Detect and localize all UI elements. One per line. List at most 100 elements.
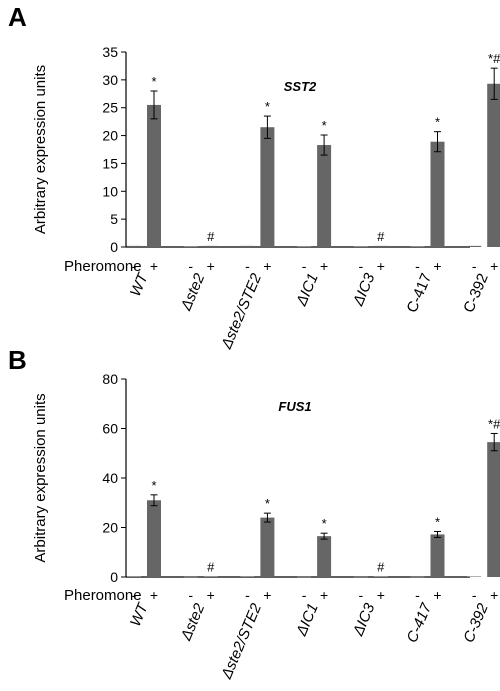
significance-annotation: *# bbox=[488, 416, 500, 431]
pheromone-minus-label: - bbox=[245, 258, 250, 274]
pheromone-minus-label: - bbox=[415, 587, 420, 603]
y-tick-label: 15 bbox=[102, 155, 118, 171]
bar-minus bbox=[353, 576, 368, 578]
pheromone-minus-label: - bbox=[302, 587, 307, 603]
bar-plus bbox=[317, 536, 332, 577]
significance-annotation: * bbox=[435, 514, 440, 529]
gene-label: SST2 bbox=[284, 79, 317, 94]
pheromone-plus-label: + bbox=[490, 258, 498, 274]
y-tick-label: 60 bbox=[102, 421, 118, 437]
pheromone-minus-label: - bbox=[188, 258, 193, 274]
bar-minus bbox=[183, 246, 198, 247]
bar-minus bbox=[240, 245, 255, 247]
significance-annotation: * bbox=[265, 496, 270, 511]
pheromone-plus-label: + bbox=[207, 258, 215, 274]
significance-annotation: * bbox=[322, 516, 327, 531]
pheromone-plus-label: + bbox=[377, 258, 385, 274]
chart-panel-b: B 0 20 40 60 80 Arbitrary expression units FUS1… bbox=[8, 345, 500, 682]
strain-label: C-392 bbox=[460, 271, 492, 315]
bar-minus bbox=[353, 246, 368, 247]
pheromone-minus-label: - bbox=[358, 587, 363, 603]
panel-letter: A bbox=[8, 2, 27, 32]
y-tick-label: 20 bbox=[102, 520, 118, 536]
bar-plus bbox=[147, 500, 161, 577]
pheromone-minus-label: - bbox=[415, 258, 420, 274]
bar-plus bbox=[147, 104, 161, 247]
bar-minus bbox=[297, 246, 312, 247]
bar-plus bbox=[260, 127, 275, 247]
pheromone-plus-label: + bbox=[377, 587, 385, 603]
bar-plus bbox=[203, 245, 218, 247]
y-axis-label: Arbitrary expression units bbox=[32, 65, 49, 234]
pheromone-plus-label: + bbox=[150, 587, 158, 603]
pheromone-minus-label: - bbox=[302, 258, 307, 274]
significance-annotation: # bbox=[207, 229, 215, 244]
bar-plus bbox=[430, 141, 445, 247]
bar-minus bbox=[240, 576, 255, 578]
significance-annotation: * bbox=[322, 118, 327, 133]
bar-minus bbox=[297, 576, 312, 578]
y-tick-label: 25 bbox=[102, 100, 118, 116]
bar-minus bbox=[467, 245, 482, 247]
pheromone-label: Pheromone bbox=[64, 258, 142, 275]
pheromone-minus-label: - bbox=[358, 258, 363, 274]
significance-annotation: * bbox=[435, 115, 440, 130]
pheromone-plus-label: + bbox=[320, 587, 328, 603]
strain-label: Δste2/STE2 bbox=[218, 600, 266, 682]
bar-minus bbox=[410, 246, 425, 247]
bar-minus bbox=[467, 576, 482, 578]
pheromone-minus-label: - bbox=[188, 587, 193, 603]
pheromone-minus-label: - bbox=[472, 258, 477, 274]
y-tick-label: 0 bbox=[110, 569, 118, 585]
pheromone-plus-label: + bbox=[207, 587, 215, 603]
chart-panel-a: A 0 5 10 15 20 25 30 35 Arbitrary expression unit… bbox=[8, 2, 500, 352]
bar-minus bbox=[410, 576, 425, 578]
bar-minus bbox=[127, 576, 141, 578]
significance-annotation: # bbox=[377, 560, 385, 575]
pheromone-plus-label: + bbox=[433, 587, 441, 603]
pheromone-minus-label: - bbox=[472, 587, 477, 603]
bar-plus bbox=[203, 576, 218, 578]
bar-plus bbox=[260, 517, 275, 577]
panel-letter: B bbox=[8, 345, 27, 375]
y-tick-label: 30 bbox=[102, 72, 118, 88]
pheromone-plus-label: + bbox=[433, 258, 441, 274]
pheromone-label: Pheromone bbox=[64, 587, 142, 604]
significance-annotation: *# bbox=[488, 51, 500, 66]
bar-minus bbox=[127, 245, 141, 247]
significance-annotation: # bbox=[207, 560, 215, 575]
significance-annotation: * bbox=[265, 99, 270, 114]
y-tick-label: 80 bbox=[102, 371, 118, 387]
y-tick-label: 0 bbox=[110, 239, 118, 255]
strain-label: C-417 bbox=[404, 600, 436, 645]
strain-label: ΔIC1 bbox=[293, 271, 322, 309]
strain-label: ΔIC3 bbox=[349, 270, 378, 309]
y-tick-label: 20 bbox=[102, 128, 118, 144]
gene-label: FUS1 bbox=[278, 399, 311, 414]
pheromone-minus-label: - bbox=[132, 587, 137, 603]
bar-plus bbox=[373, 245, 388, 247]
bar-minus bbox=[183, 576, 198, 578]
significance-annotation: * bbox=[151, 478, 156, 493]
pheromone-minus-label: - bbox=[245, 587, 250, 603]
pheromone-plus-label: + bbox=[150, 258, 158, 274]
y-tick-label: 5 bbox=[110, 211, 118, 227]
pheromone-plus-label: + bbox=[490, 587, 498, 603]
strain-label: C-417 bbox=[404, 271, 436, 315]
pheromone-plus-label: + bbox=[263, 258, 271, 274]
y-tick-label: 40 bbox=[102, 470, 118, 486]
bar-plus bbox=[487, 83, 500, 247]
strain-label: Δste2 bbox=[177, 600, 208, 644]
pheromone-plus-label: + bbox=[263, 587, 271, 603]
pheromone-plus-label: + bbox=[320, 258, 328, 274]
y-tick-label: 10 bbox=[102, 183, 118, 199]
strain-label: C-392 bbox=[460, 600, 492, 645]
bar-plus bbox=[430, 534, 445, 577]
bar-plus bbox=[487, 442, 500, 577]
y-axis-label: Arbitrary expression units bbox=[32, 393, 49, 562]
strain-label: ΔIC1 bbox=[293, 601, 322, 639]
bar-plus bbox=[373, 576, 388, 578]
significance-annotation: # bbox=[377, 229, 385, 244]
strain-label: Δste2/STE2 bbox=[218, 270, 266, 352]
